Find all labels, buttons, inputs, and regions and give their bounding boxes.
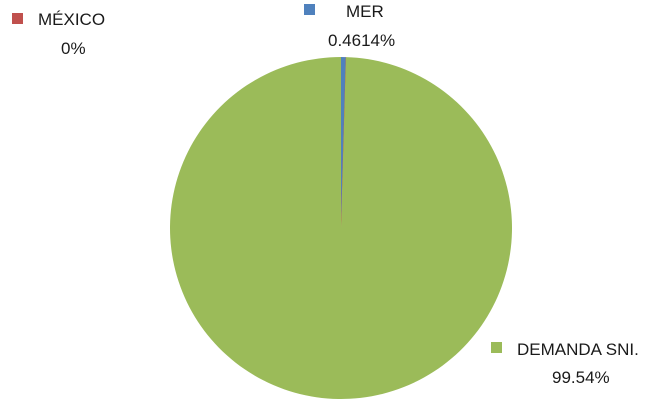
- legend-marker-mexico: [12, 13, 23, 24]
- slice-label-mer-name: MER: [346, 2, 384, 21]
- label-mexico: MÉXICO 0%: [12, 10, 105, 58]
- label-demanda-sni: DEMANDA SNI. 99.54%: [491, 340, 639, 387]
- label-mer: MER 0.4614%: [304, 2, 395, 50]
- legend-marker-mer: [304, 4, 315, 15]
- slice-label-mer-value: 0.4614%: [328, 31, 395, 50]
- pie-slices: [170, 57, 512, 399]
- slice-label-mexico-name: MÉXICO: [38, 10, 105, 29]
- slice-label-demanda-sni-name: DEMANDA SNI.: [517, 340, 639, 359]
- pie-slice-demanda-sni: [170, 57, 512, 399]
- legend-marker-demanda-sni: [491, 342, 502, 353]
- slice-label-demanda-sni-value: 99.54%: [552, 368, 610, 387]
- slice-label-mexico-value: 0%: [61, 39, 86, 58]
